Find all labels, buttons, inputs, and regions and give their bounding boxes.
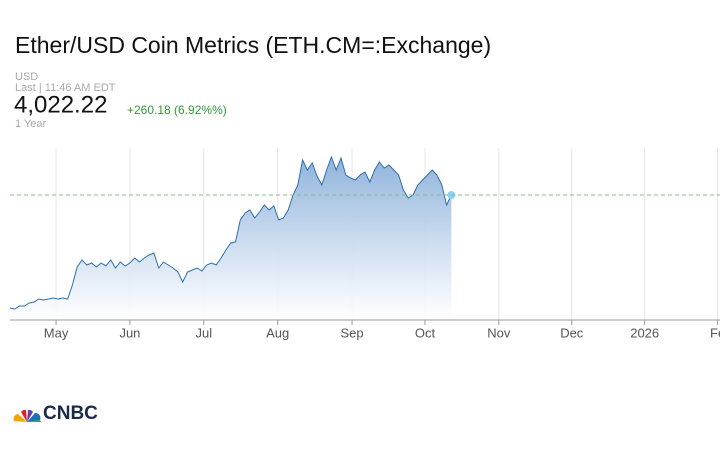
logo-text: CNBC <box>43 403 98 424</box>
price-change: +260.18 (6.92%%) <box>127 103 227 117</box>
logo: CNBC <box>13 403 98 424</box>
range: 1 Year <box>15 118 47 130</box>
x-tick-label: Jun <box>119 325 140 340</box>
plot: MayJunJulAugSepOctNovDec2026FeCNBC <box>9 148 720 340</box>
x-tick-label: Aug <box>266 325 289 340</box>
x-tick-label: 2026 <box>630 325 659 340</box>
last-time: Last | 11:46 AM EDT <box>15 82 116 94</box>
chart-title: Ether/USD Coin Metrics (ETH.CM=:Exchange… <box>15 32 491 58</box>
line <box>9 155 452 310</box>
x-tick-label: Fe <box>710 325 720 340</box>
x-tick-label: Dec <box>560 325 584 340</box>
x-tick-label: Jul <box>195 325 212 340</box>
last-price: 4,022.22 <box>14 91 107 118</box>
currency: USD <box>15 71 38 83</box>
x-tick-label: Oct <box>415 325 436 340</box>
x-tick-label: May <box>44 325 69 340</box>
area <box>10 157 452 320</box>
x-tick-label: Nov <box>487 325 511 340</box>
x-tick-label: Sep <box>340 325 363 340</box>
